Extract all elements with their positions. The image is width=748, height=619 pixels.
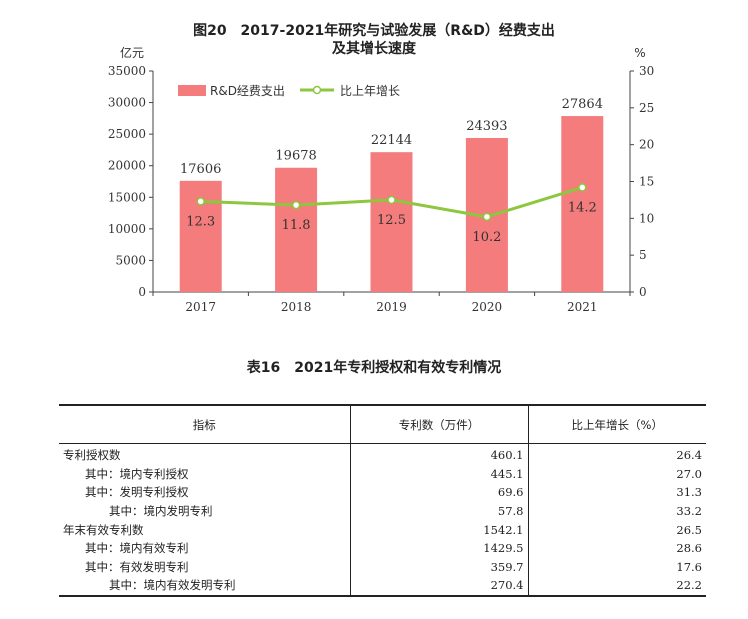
row-growth: 31.3 — [527, 483, 706, 502]
line-series: 12.3 11.8 12.5 10.2 14.2 — [186, 183, 597, 245]
right-axis-unit: % — [634, 46, 645, 60]
growth-value-label: 10.2 — [472, 230, 501, 245]
x-tick-label: 2017 — [185, 300, 216, 314]
row-name: 其中：境内有效发明专利 — [59, 576, 350, 597]
growth-point — [291, 200, 301, 210]
left-tick-label: 5000 — [115, 253, 146, 267]
left-tick-label: 15000 — [108, 190, 146, 204]
growth-point — [387, 195, 396, 205]
row-value: 1429.5 — [349, 538, 528, 558]
row-growth: 26.5 — [527, 520, 706, 539]
header-growth: 比上年增长（%） — [527, 404, 706, 444]
growth-value-label: 12.5 — [377, 213, 406, 228]
row-value: 460.1 — [349, 443, 528, 465]
row-name: 其中：境内专利授权 — [85, 466, 189, 481]
bar-value-label: 17606 — [180, 162, 221, 177]
row-name: 专利授权数 — [63, 448, 121, 463]
x-tick-label: 2021 — [567, 300, 598, 314]
row-value: 359.7 — [349, 557, 528, 577]
growth-point — [196, 197, 205, 206]
table-row: 其中：有效发明专利 359.7 17.6 — [59, 557, 706, 577]
right-tick-label: 0 — [639, 285, 647, 299]
row-growth: 27.0 — [527, 464, 706, 484]
bar — [275, 167, 318, 292]
growth-point — [482, 212, 492, 222]
row-name: 其中：境内发明专利 — [109, 504, 213, 519]
table-header-row: 指标 专利数（万件） 比上年增长（%） — [59, 404, 706, 444]
left-tick-label: 20000 — [108, 159, 146, 173]
x-tick-label: 2018 — [281, 300, 312, 314]
x-tick-label: 2020 — [472, 300, 503, 314]
table-row: 其中：境内专利授权 445.1 27.0 — [59, 464, 706, 484]
row-name: 年末有效专利数 — [63, 522, 144, 537]
left-tick-label: 10000 — [108, 222, 146, 236]
table-row: 其中：境内有效专利 1429.5 28.6 — [59, 538, 706, 558]
bar — [370, 152, 413, 292]
row-value: 270.4 — [349, 576, 528, 597]
right-tick-label: 10 — [639, 211, 654, 225]
growth-point — [578, 183, 587, 192]
row-value: 445.1 — [349, 464, 528, 484]
row-growth: 22.2 — [527, 576, 706, 597]
right-tick-label: 30 — [639, 64, 654, 78]
left-tick-label: 30000 — [108, 96, 146, 110]
bar-series: 17606 19678 22144 24393 27864 — [179, 97, 604, 292]
left-tick-label: 25000 — [108, 127, 146, 141]
legend-line-marker — [312, 85, 322, 95]
right-tick-label: 20 — [639, 138, 654, 152]
legend-bar-swatch — [178, 85, 206, 96]
row-value: 1542.1 — [349, 520, 528, 539]
growth-value-label: 12.3 — [186, 214, 215, 229]
legend-line-label: 比上年增长 — [340, 84, 400, 98]
chart-title: 图20 2017-2021年研究与试验发展（R&D）经费支出 及其增长速度 — [0, 22, 748, 58]
bar-value-label: 22144 — [371, 133, 412, 148]
row-growth: 17.6 — [527, 557, 706, 577]
bar-value-label: 19678 — [275, 149, 316, 164]
row-name: 其中：境内有效专利 — [85, 541, 189, 556]
chart-title-line1: 图20 2017-2021年研究与试验发展（R&D）经费支出 — [193, 23, 555, 39]
row-growth: 26.4 — [527, 443, 706, 465]
axes: 0 5000 10000 15000 20000 25000 30000 35000 0 5 10 1… — [108, 64, 654, 314]
table-row: 其中：发明专利授权 69.6 31.3 — [59, 483, 706, 502]
row-growth: 28.6 — [527, 538, 706, 558]
growth-value-label: 14.2 — [568, 200, 597, 215]
row-name: 其中：发明专利授权 — [85, 485, 189, 500]
left-axis-unit: 亿元 — [120, 45, 144, 60]
table-row: 其中：境内发明专利 57.8 33.2 — [59, 501, 706, 521]
row-value: 57.8 — [349, 501, 528, 521]
chart-title-line2: 及其增长速度 — [332, 41, 416, 57]
table-title: 表16 2021年专利授权和有效专利情况 — [246, 360, 502, 376]
left-tick-label: 0 — [138, 285, 146, 299]
row-value: 69.6 — [349, 483, 528, 502]
row-growth: 33.2 — [527, 501, 706, 521]
bar-value-label: 27864 — [562, 97, 603, 112]
table-row: 其中：境内有效发明专利 270.4 22.2 — [59, 576, 706, 597]
table-row: 年末有效专利数 1542.1 26.5 — [59, 520, 706, 539]
x-tick-label: 2019 — [376, 300, 407, 314]
bar — [561, 116, 604, 292]
legend-bar-label: R&D经费支出 — [210, 84, 285, 98]
header-patent-count: 专利数（万件） — [349, 404, 528, 444]
row-name: 其中：有效发明专利 — [85, 559, 189, 574]
bar-value-label: 24393 — [466, 119, 507, 134]
right-tick-label: 5 — [639, 248, 647, 262]
right-tick-label: 15 — [639, 175, 654, 189]
legend: R&D经费支出 比上年增长 — [178, 84, 400, 98]
growth-value-label: 11.8 — [282, 218, 311, 233]
rd-expenditure-chart: 亿元 % 0 5000 10000 15000 20000 25000 30000 35000… — [108, 45, 654, 314]
patent-table: 指标 专利数（万件） 比上年增长（%） 专利授权数 460.1 26.4 其中：… — [59, 404, 706, 597]
left-tick-label: 35000 — [108, 64, 146, 78]
table-row: 专利授权数 460.1 26.4 — [59, 443, 706, 465]
right-tick-label: 25 — [639, 101, 654, 115]
header-indicator: 指标 — [59, 404, 350, 444]
